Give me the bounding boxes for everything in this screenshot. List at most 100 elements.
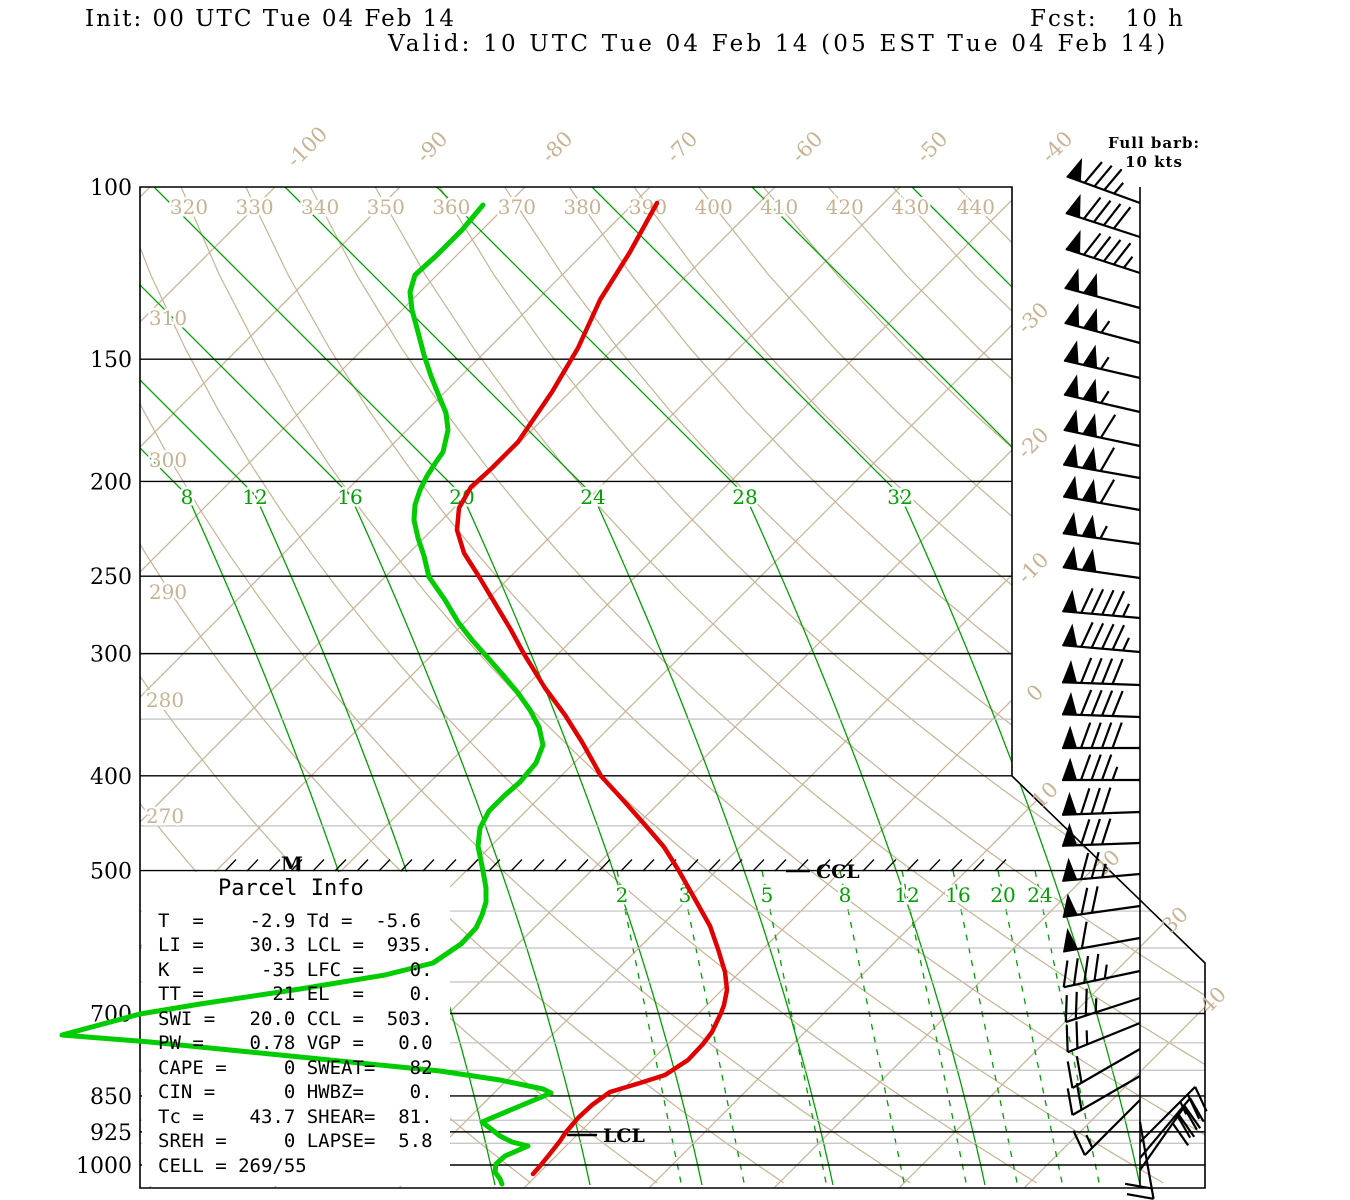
500mb-hatch-marks [224,859,1007,872]
svg-text:-100: -100 [282,122,332,172]
svg-text:340: 340 [301,195,339,219]
forecast-hour-label: Fcst: 10 h [1030,6,1185,32]
wind-barb [1062,689,1141,719]
wind-barbs [1062,157,1208,1200]
svg-text:430: 430 [891,195,929,219]
svg-text:16: 16 [337,485,362,509]
svg-text:-70: -70 [662,127,703,168]
wind-barb [1062,475,1141,512]
wind-barb [1065,1021,1141,1054]
wind-barb [1062,587,1141,620]
svg-text:-20: -20 [1013,423,1054,464]
wind-barb [1062,886,1141,918]
svg-text:2: 2 [616,883,629,907]
wind-barb [1139,1105,1202,1171]
svg-text:12: 12 [894,883,919,907]
wind-barb [1064,268,1141,310]
temperature-curve [454,200,730,1177]
svg-text:16: 16 [945,883,970,907]
wind-barb [1062,621,1141,654]
svg-text:M: M [281,852,303,876]
parcel-info-panel [142,872,450,1186]
svg-text:380: 380 [563,195,601,219]
svg-text:370: 370 [498,195,536,219]
svg-text:320: 320 [170,195,208,219]
svg-text:420: 420 [826,195,864,219]
svg-text:330: 330 [235,195,273,219]
wind-barb [1062,953,1141,989]
valid-time-label: Valid: 10 UTC Tue 04 Feb 14 (05 EST Tue … [388,31,1169,57]
svg-text:200: 200 [90,470,132,495]
svg-text:20: 20 [990,883,1015,907]
svg-text:440: 440 [957,195,995,219]
parcel-info-line: TT = 21 EL = 0. [158,983,433,1005]
mixing-ratio-lines [616,870,1101,1186]
wind-barb [1072,1099,1141,1156]
wind-barb [1139,1097,1205,1159]
wind-barb [1065,193,1141,239]
svg-text:8: 8 [181,485,194,509]
wind-barb [1064,988,1141,1024]
wind-barb [1062,657,1141,687]
svg-text:-30: -30 [1013,298,1054,339]
svg-text:-60: -60 [787,127,828,168]
plot-outline [139,186,1206,1189]
wind-barb [1062,921,1141,953]
svg-text:400: 400 [695,195,733,219]
svg-text:12: 12 [242,485,267,509]
level-markers: M CCL LCL [281,852,860,1147]
svg-text:30: 30 [1157,902,1193,938]
svg-text:1000: 1000 [76,1154,132,1179]
barb-legend-line1: Full barb: [1107,134,1201,152]
parcel-info-line: CELL = 269/55 [158,1154,307,1177]
dewpoint-curve [59,202,554,1187]
svg-text:280: 280 [146,688,184,712]
wind-barb [1062,722,1140,750]
svg-text:270: 270 [146,804,184,828]
svg-text:LCL: LCL [603,1125,645,1147]
wind-barb [1066,1075,1141,1116]
wind-barb [1063,409,1141,448]
svg-text:-80: -80 [537,127,578,168]
wind-barb [1065,229,1141,275]
wind-barb [1062,818,1141,847]
svg-text:24: 24 [580,485,605,509]
svg-text:5: 5 [761,883,774,907]
svg-text:300: 300 [90,643,132,668]
svg-text:310: 310 [149,306,187,330]
svg-text:28: 28 [732,485,757,509]
svg-text:410: 410 [760,195,798,219]
svg-text:290: 290 [149,580,187,604]
svg-text:400: 400 [90,765,132,790]
wind-barb [1066,157,1141,205]
svg-text:40: 40 [1195,982,1231,1018]
parcel-info-line: CAPE = 0 SWEAT= 82 [158,1056,433,1079]
wind-barb [1064,303,1141,345]
barb-legend-line2: 10 kts [1125,153,1183,171]
svg-text:100: 100 [90,176,132,201]
wind-barb [1063,340,1141,380]
svg-text:250: 250 [90,565,132,590]
wind-barb [1066,1048,1141,1089]
svg-text:-40: -40 [1037,127,1078,168]
svg-text:-10: -10 [1013,548,1054,589]
svg-text:-50: -50 [912,127,953,168]
parcel-info-line: Tc = 43.7 SHEAR= 81. [158,1105,433,1128]
wind-barb [1062,787,1141,816]
parcel-info-line: LI = 30.3 LCL = 935. [158,934,433,956]
svg-text:0: 0 [1022,680,1048,706]
parcel-info-line: K = -35 LFC = 0. [158,958,433,981]
svg-text:8: 8 [839,883,852,907]
wind-barb [1062,511,1141,546]
parcel-info-line: CIN = 0 HWBZ= 0. [158,1081,433,1103]
svg-text:32: 32 [887,485,912,509]
svg-text:360: 360 [432,195,470,219]
parcel-info-title: Parcel Info [218,876,364,901]
svg-text:850: 850 [90,1085,132,1110]
parcel-info-line: PW = 0.78 VGP = 0.0 [158,1032,433,1054]
wind-barb [1062,851,1141,882]
parcel-info-line: SWI = 20.0 CCL = 503. [158,1007,433,1030]
